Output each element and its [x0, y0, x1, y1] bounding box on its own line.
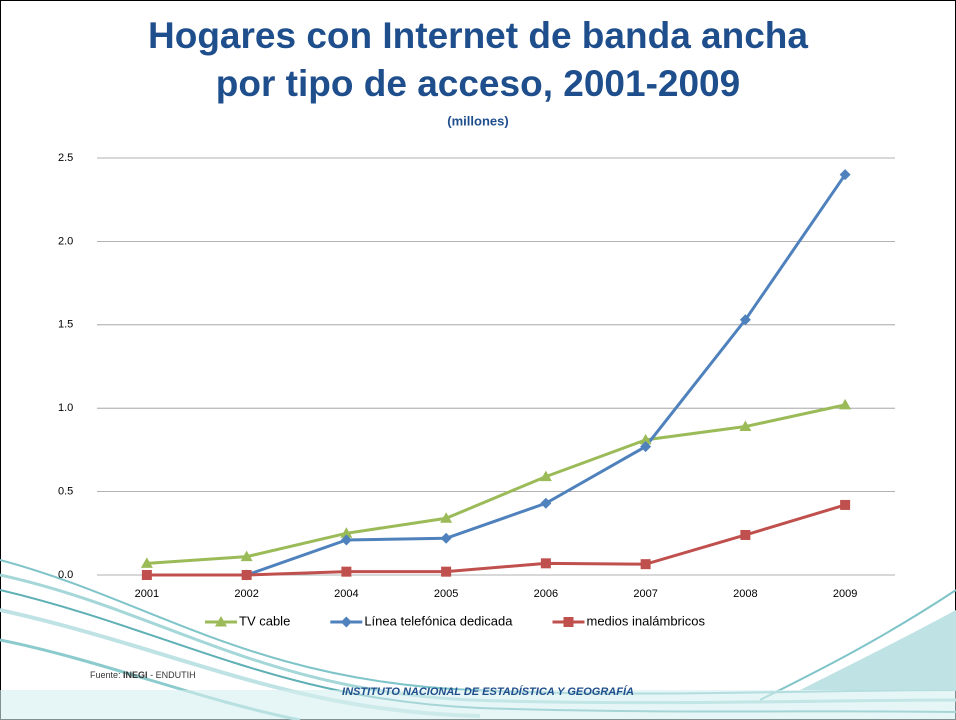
y-tick-label: 0.0 [58, 569, 73, 581]
marker [840, 500, 850, 510]
x-tick-label: 2001 [135, 588, 159, 600]
marker [341, 567, 351, 577]
x-tick-label: 2008 [733, 588, 757, 600]
marker [564, 617, 574, 627]
legend-label: TV cable [239, 613, 290, 628]
legend-label: Línea telefónica dedicada [364, 613, 513, 628]
slide: Hogares con Internet de banda ancha por … [0, 0, 956, 720]
y-tick-label: 2.0 [58, 235, 73, 247]
legend-label: medios inalámbricos [587, 613, 706, 628]
marker [541, 558, 551, 568]
x-tick-label: 2002 [234, 588, 258, 600]
y-tick-label: 2.5 [58, 152, 73, 164]
source-prefix: Fuente: [90, 670, 121, 680]
x-tick-label: 2006 [534, 588, 558, 600]
marker [142, 570, 152, 580]
x-tick-label: 2004 [334, 588, 358, 600]
y-tick-label: 1.0 [58, 402, 73, 414]
marker [242, 570, 252, 580]
footer: INSTITUTO NACIONAL DE ESTADÍSTICA Y GEOG… [342, 685, 634, 698]
chart-subtitle: (millones) [447, 113, 508, 128]
source-org: INEGI [123, 670, 148, 680]
chart-title: Hogares con Internet de banda ancha [148, 15, 808, 56]
y-tick-label: 1.5 [58, 319, 73, 331]
y-tick-label: 0.5 [58, 486, 73, 498]
marker [441, 567, 451, 577]
x-tick-label: 2005 [434, 588, 458, 600]
source-rest: - ENDUTIH [150, 670, 196, 680]
source: Fuente: INEGI - ENDUTIH [90, 670, 196, 680]
marker [641, 559, 651, 569]
legend: TV cable Línea telefónica dedicada medios … [205, 613, 705, 628]
x-tick-label: 2007 [633, 588, 657, 600]
x-tick-label: 2009 [833, 588, 857, 600]
marker [740, 530, 750, 540]
chart-title: por tipo de acceso, 2001-2009 [216, 63, 740, 104]
